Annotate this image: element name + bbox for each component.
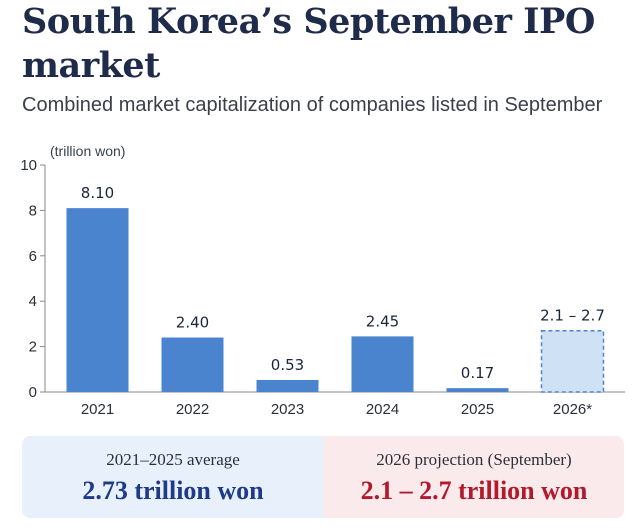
y-tick-label: 2 — [29, 339, 37, 356]
bar-value-label: 0.53 — [271, 356, 304, 374]
x-tick-label: 2023 — [271, 401, 304, 418]
projection-label: 2026 projection (September) — [376, 450, 572, 469]
y-tick-label: 6 — [29, 248, 37, 265]
average-summary-box: 2021–2025 average 2.73 trillion won — [22, 436, 324, 518]
bar-value-label: 8.10 — [81, 184, 114, 202]
bar-value-label: 0.17 — [461, 364, 494, 382]
x-tick-label: 2026* — [553, 401, 592, 418]
bar — [161, 337, 224, 392]
bar-chart: (trillion won) 0 2 4 6 8 10 8.10 2021 2.40 2022 0.5… — [20, 143, 625, 418]
bar — [256, 379, 319, 392]
chart-title: South Korea’s September IPO market — [22, 1, 595, 86]
bar-value-label: 2.45 — [366, 312, 399, 330]
bar-value-label: 2.1 – 2.7 — [540, 307, 605, 325]
average-value: 2.73 trillion won — [82, 476, 264, 505]
projection-summary-box: 2026 projection (September) 2.1 – 2.7 tr… — [324, 436, 624, 518]
y-tick-label: 10 — [20, 157, 37, 174]
y-tick-label: 8 — [29, 202, 37, 219]
bar-value-label: 2.40 — [176, 314, 209, 332]
bar — [446, 388, 509, 392]
unit-label: (trillion won) — [50, 143, 125, 159]
average-label: 2021–2025 average — [106, 450, 240, 469]
projection-value: 2.1 – 2.7 trillion won — [360, 476, 588, 505]
x-tick-label: 2025 — [461, 401, 494, 418]
x-tick-label: 2022 — [176, 401, 209, 418]
y-tick-label: 4 — [29, 293, 37, 310]
x-tick-label: 2024 — [366, 401, 399, 418]
y-tick-label: 0 — [29, 384, 37, 401]
projection-bar — [540, 329, 605, 393]
bar — [351, 336, 414, 392]
bar — [66, 208, 129, 392]
chart-subtitle: Combined market capitalization of compan… — [22, 94, 603, 116]
x-tick-label: 2021 — [81, 401, 114, 418]
